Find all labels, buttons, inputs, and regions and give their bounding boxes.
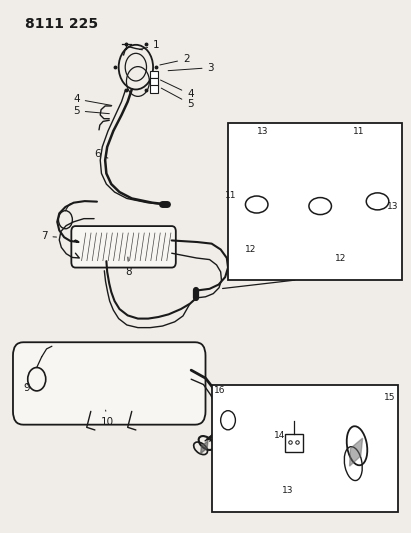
Text: 5: 5 [73, 106, 109, 116]
Text: 13: 13 [257, 127, 269, 136]
Text: 8: 8 [126, 257, 132, 277]
Text: 13: 13 [282, 486, 293, 495]
Text: 11: 11 [353, 127, 365, 136]
Text: 4: 4 [160, 80, 194, 99]
Text: 6: 6 [94, 149, 108, 159]
Bar [150, 71, 157, 78]
Text: 1: 1 [139, 41, 160, 50]
Text: 3: 3 [168, 63, 214, 72]
Text: 8111 225: 8111 225 [25, 17, 98, 30]
Text: 12: 12 [335, 254, 346, 263]
Bar [212, 384, 398, 512]
Text: 16: 16 [214, 386, 226, 395]
Bar [150, 85, 157, 93]
Text: 14: 14 [274, 431, 285, 440]
FancyBboxPatch shape [72, 226, 176, 268]
Polygon shape [350, 438, 363, 466]
Text: 15: 15 [384, 393, 395, 402]
Bar [285, 434, 302, 451]
FancyBboxPatch shape [13, 342, 206, 425]
Text: 2: 2 [160, 54, 189, 65]
Text: 12: 12 [245, 245, 256, 254]
Text: 9: 9 [23, 383, 30, 393]
Text: 11: 11 [225, 191, 236, 200]
Text: 7: 7 [41, 231, 56, 241]
Text: 5: 5 [161, 88, 194, 109]
Bar [150, 78, 157, 86]
Text: 4: 4 [73, 94, 112, 106]
Text: 13: 13 [386, 202, 398, 211]
Polygon shape [201, 441, 208, 454]
Text: 10: 10 [101, 410, 114, 427]
Bar [228, 123, 402, 280]
